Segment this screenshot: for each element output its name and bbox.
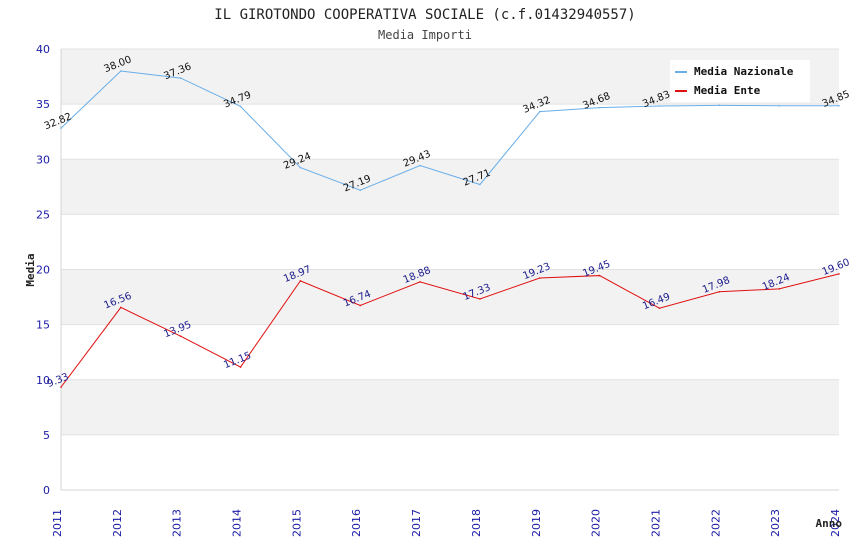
y-tick-label: 20	[36, 264, 50, 277]
data-point	[179, 335, 182, 338]
data-point	[598, 106, 601, 109]
data-point	[239, 105, 242, 108]
x-tick-label: 2015	[290, 509, 303, 537]
x-tick-label: 2020	[590, 509, 603, 537]
x-axis-title: Anno	[816, 517, 843, 530]
y-tick-label: 15	[36, 319, 50, 332]
data-point	[239, 366, 242, 368]
grid-band	[61, 269, 839, 325]
data-point	[538, 110, 541, 113]
data-point	[479, 183, 481, 186]
data-point	[718, 104, 721, 107]
y-tick-label: 5	[43, 429, 50, 442]
series-line-0	[60, 70, 839, 191]
y-tick-label: 0	[43, 484, 50, 497]
chart-title: IL GIROTONDO COOPERATIVA SOCIALE (c.f.01…	[214, 7, 635, 23]
x-tick-label: 2011	[51, 509, 64, 537]
data-point	[658, 105, 661, 107]
data-point	[838, 104, 840, 107]
data-point	[479, 298, 481, 300]
data-point	[359, 304, 362, 307]
series-line-1	[60, 273, 840, 388]
y-tick-label: 40	[36, 43, 50, 56]
legend-label-media-nazionale: Media Nazionale	[694, 65, 794, 78]
data-point	[419, 164, 421, 167]
data-point	[60, 127, 62, 129]
series-lines	[60, 70, 840, 388]
chart-subtitle: Media Importi	[378, 28, 472, 42]
data-point	[718, 290, 721, 293]
data-point	[598, 274, 601, 277]
data-point	[838, 273, 840, 275]
data-point	[538, 277, 541, 279]
grid-band	[61, 379, 839, 435]
data-point	[359, 189, 362, 192]
x-tick-label: 2021	[649, 509, 662, 537]
x-tick-label: 2016	[350, 509, 363, 537]
x-tick-label: 2023	[769, 509, 782, 537]
data-point	[419, 281, 421, 283]
y-tick-label: 10	[36, 374, 50, 387]
axes	[60, 49, 839, 491]
legend: Media Nazionale Media Ente	[670, 60, 810, 102]
data-point	[120, 70, 122, 72]
x-tick-label: 2014	[231, 509, 244, 537]
x-tick-label: 2017	[410, 509, 423, 537]
x-tick-label: 2024	[829, 509, 842, 537]
data-label: 11.15	[222, 350, 253, 371]
grid-band	[61, 159, 839, 215]
data-point	[778, 288, 780, 290]
x-tick-label: 2022	[709, 509, 722, 537]
data-point	[179, 77, 182, 79]
gridlines	[61, 48, 839, 491]
x-tick-labels: 2011 2012 2013 2014 2015 2016 2017 2018 2019 2020…	[51, 509, 842, 537]
grid-bands	[61, 49, 839, 435]
x-tick-label: 2012	[111, 509, 124, 537]
x-tick-label: 2019	[530, 509, 543, 537]
data-point	[658, 307, 661, 309]
y-tick-label: 35	[36, 98, 50, 111]
y-tick-label: 30	[36, 153, 50, 166]
y-tick-labels: 0 5 10 15 20 25 30 35 40	[36, 43, 50, 497]
data-point	[120, 306, 122, 309]
data-point	[778, 104, 780, 107]
data-point	[299, 280, 302, 282]
data-label: 32.82	[43, 111, 74, 132]
x-tick-label: 2013	[171, 509, 184, 537]
y-axis-title: Media	[24, 253, 37, 286]
data-point	[299, 166, 302, 169]
legend-box	[670, 60, 810, 102]
data-point	[60, 386, 62, 388]
legend-label-media-ente: Media Ente	[694, 84, 761, 97]
x-tick-label: 2018	[470, 509, 483, 537]
y-tick-label: 25	[36, 208, 50, 221]
